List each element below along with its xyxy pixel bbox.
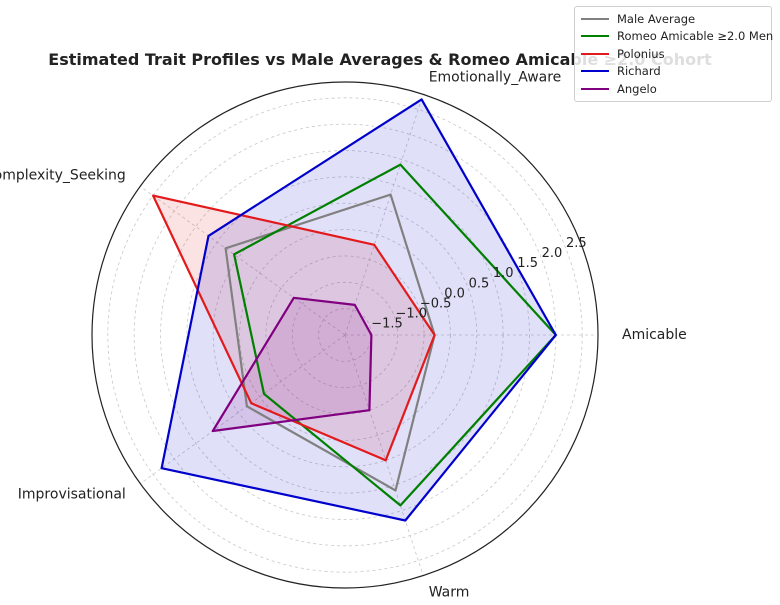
- series-fill-angelo: [212, 297, 372, 431]
- grid-circle: [107, 97, 583, 573]
- legend-swatch-male-average: [581, 17, 609, 20]
- legend-item-richard: Richard: [581, 63, 765, 81]
- legend-item-polonius: Polonius: [581, 45, 765, 63]
- radial-tick-label: 0.5: [469, 276, 490, 291]
- legend-label: Male Average: [617, 11, 696, 26]
- radial-tick-label: −0.5: [420, 297, 452, 312]
- radial-tick-label: 2.5: [566, 236, 587, 251]
- category-label: Warm: [429, 585, 470, 601]
- grid-spoke: [140, 334, 346, 485]
- grid-circle: [160, 150, 530, 520]
- legend-item-angelo: Angelo: [581, 80, 765, 98]
- series-lines: [152, 98, 557, 522]
- legend-item-male-average: Male Average: [581, 10, 765, 28]
- radial-tick-label: 2.0: [542, 246, 563, 261]
- outer-frame: [91, 81, 599, 589]
- grid-circle: [239, 229, 451, 441]
- legend-label: Polonius: [617, 46, 665, 61]
- legend-swatch-richard: [581, 70, 609, 73]
- legend-swatch-angelo: [581, 87, 609, 90]
- series-line-richard: [160, 98, 557, 522]
- radial-tick-label: 1.5: [517, 256, 538, 271]
- axis-labels: −1.5−1.0−0.50.0 0.51.01.5 2.02.5 Amicable Em…: [0, 69, 687, 600]
- series-line-romeo-amicable-2-0-men: [233, 163, 557, 507]
- legend-label: Romeo Amicable ≥2.0 Men: [617, 29, 774, 44]
- series-line-male-average: [224, 193, 436, 492]
- radial-tick-label: −1.0: [396, 307, 428, 322]
- legend-swatch-romeo: [581, 35, 609, 38]
- category-label: Complexity_Seeking: [0, 168, 126, 184]
- series-fills: [153, 99, 556, 521]
- category-label: Emotionally_Aware: [429, 69, 562, 85]
- chart-title: Estimated Trait Profiles vs Male Average…: [48, 50, 712, 69]
- category-label: Amicable: [622, 327, 687, 343]
- series-line-angelo: [211, 296, 373, 433]
- grid-spoke: [344, 94, 424, 336]
- series-fill-polonius: [153, 195, 435, 461]
- radial-tick-label: −1.5: [371, 317, 403, 332]
- category-label: Improvisational: [18, 486, 126, 502]
- legend-swatch-polonius: [581, 52, 609, 55]
- series-line-polonius: [152, 194, 436, 462]
- radial-tick-label: 0.0: [444, 286, 465, 301]
- grid-circle: [212, 202, 478, 468]
- grid-spoke: [344, 334, 424, 576]
- legend-item-romeo: Romeo Amicable ≥2.0 Men: [581, 28, 773, 46]
- radial-tick-label: 1.0: [493, 266, 514, 281]
- legend: Male Average Romeo Amicable ≥2.0 Men Pol…: [574, 6, 773, 102]
- grid-circle: [291, 281, 399, 389]
- legend-label: Angelo: [617, 81, 657, 96]
- legend-label: Richard: [617, 64, 661, 79]
- grid-spoke: [140, 185, 346, 336]
